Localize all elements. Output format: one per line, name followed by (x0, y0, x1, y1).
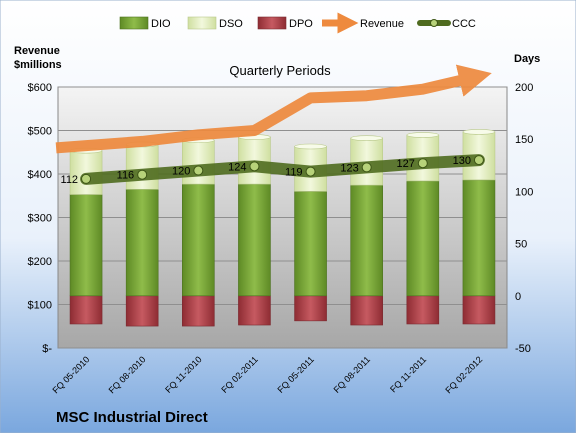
y-left-tick-label: $200 (28, 256, 52, 268)
y-left-tick-label: $500 (28, 126, 52, 138)
revenue-line (55, 64, 492, 154)
y-left-tick-label: $100 (28, 300, 52, 312)
ccc-series: 112 116 120 124 119 123 127 130 (61, 154, 485, 186)
legend-marker (430, 19, 438, 27)
company-name: MSC Industrial Direct (56, 409, 208, 426)
ccc-data-label: 124 (228, 161, 246, 173)
bar-dio (406, 180, 440, 297)
ccc-data-label: 119 (285, 167, 303, 179)
y-left-tick-label: $400 (28, 169, 52, 181)
bar-dio (182, 183, 215, 297)
y-axis-left-title-line: $millions (14, 59, 62, 71)
y-axis-left: $- $100 $200 $300 $400 $500 $600 (28, 82, 53, 355)
ccc-point (249, 161, 260, 172)
ccc-point (81, 173, 92, 184)
revenue-series (55, 64, 492, 154)
chart-title: Quarterly Periods (229, 63, 331, 78)
bars (69, 129, 496, 327)
ccc-point (305, 166, 316, 177)
y-right-tick-label: 150 (515, 134, 533, 146)
legend-label: DSO (219, 18, 243, 30)
legend-label: Revenue (360, 18, 404, 30)
y-left-tick-label: $- (42, 343, 52, 355)
bar-dio (350, 184, 383, 297)
ccc-data-label: 127 (396, 158, 414, 170)
y-axis-left-title: Revenue $millions (14, 45, 62, 71)
bar-dpo (462, 295, 496, 325)
bar-dio (238, 183, 271, 297)
y-axis-right-title: Days (514, 53, 540, 65)
bar-dpo (182, 295, 215, 327)
bar-dso-cap (294, 143, 327, 150)
bar-dso (125, 144, 159, 190)
y-axis-right: -50 0 50 100 150 200 (515, 82, 533, 355)
ccc-data-label: 130 (453, 155, 471, 167)
legend-swatch (119, 16, 149, 30)
bar-dso-cap (350, 135, 383, 141)
y-right-tick-label: 50 (515, 239, 527, 251)
bar-dso-cap (462, 129, 496, 135)
ccc-point (473, 155, 484, 166)
ccc-data-label: 112 (61, 174, 79, 186)
legend-label: DPO (289, 18, 313, 30)
bar-dpo (294, 295, 327, 322)
legend-label: DIO (151, 18, 171, 30)
bar-dio (69, 194, 103, 297)
legend-swatch (187, 16, 217, 30)
legend: DIO DSO DPO Revenue CCC (119, 12, 476, 34)
bar-dio (462, 179, 496, 297)
ccc-data-label: 123 (340, 162, 358, 174)
ccc-data-label: 116 (117, 170, 135, 182)
bar-dpo (406, 295, 440, 325)
ccc-point (193, 165, 204, 176)
y-axis-left-title-line: Revenue (14, 45, 60, 57)
y-left-tick-label: $300 (28, 213, 52, 225)
bar-dio (125, 189, 159, 297)
bar-dpo (69, 295, 103, 325)
y-right-tick-label: 0 (515, 291, 521, 303)
ccc-point (417, 158, 428, 169)
legend-swatch (257, 16, 287, 30)
ccc-point (137, 169, 148, 180)
ccc-point (361, 162, 372, 173)
bar-dpo (238, 295, 271, 326)
bar-dso-cap (406, 132, 440, 138)
y-right-tick-label: -50 (515, 343, 531, 355)
ccc-line (80, 154, 485, 185)
legend-label: CCC (452, 18, 476, 30)
bar-dio (294, 191, 327, 297)
bar-dpo (350, 295, 383, 326)
y-right-tick-label: 200 (515, 82, 533, 94)
ccc-data-label: 120 (172, 166, 190, 178)
bar-dpo (125, 295, 159, 327)
y-right-tick-label: 100 (515, 186, 533, 198)
y-left-tick-label: $600 (28, 82, 52, 94)
